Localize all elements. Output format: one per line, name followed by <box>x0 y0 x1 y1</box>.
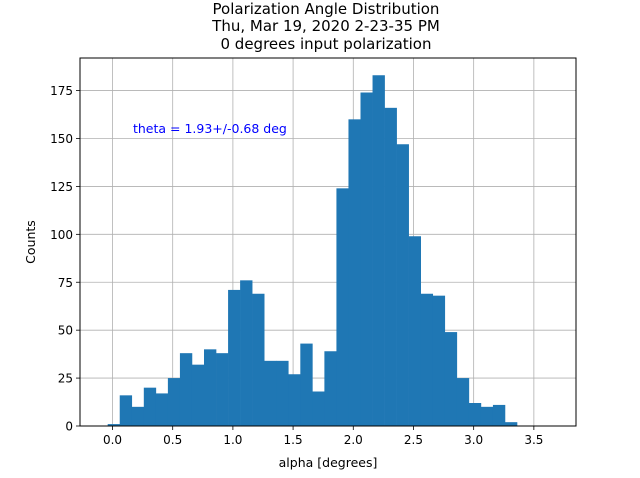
histogram-bar <box>312 391 325 426</box>
histogram-bar <box>240 280 253 426</box>
histogram-bar <box>504 422 518 426</box>
chart-title-line-2: Thu, Mar 19, 2020 2-23-35 PM <box>211 17 440 35</box>
x-tick-label: 1.0 <box>223 433 242 447</box>
y-tick-label: 50 <box>58 324 73 338</box>
histogram-bar <box>360 92 373 426</box>
histogram-bar <box>167 378 181 426</box>
histogram-bar <box>372 75 385 426</box>
histogram-bar <box>408 236 421 426</box>
histogram-bar <box>216 353 229 426</box>
histogram-bar <box>420 293 434 426</box>
histogram-bar <box>228 289 241 426</box>
chart-title-line-3: 0 degrees input polarization <box>220 35 431 53</box>
histogram-bar <box>432 295 446 426</box>
histogram-bar <box>119 395 133 426</box>
x-tick-label: 3.5 <box>524 433 543 447</box>
histogram-bars <box>107 75 518 426</box>
chart-title-line-1: Polarization Angle Distribution <box>213 0 440 18</box>
histogram-bar <box>444 332 458 426</box>
y-tick-label: 25 <box>58 372 73 386</box>
histogram-bar <box>492 404 506 426</box>
x-axis-ticks: 0.0 0.5 1.0 1.5 2.0 2.5 3.0 3.5 <box>103 426 543 447</box>
plot-frame <box>79 57 577 427</box>
x-tick-label: 2.0 <box>344 433 363 447</box>
histogram-bar <box>143 387 157 426</box>
theta-annotation: theta = 1.93+/-0.68 deg <box>133 121 287 136</box>
histogram-bar <box>396 144 409 426</box>
x-tick-label: 0.5 <box>163 433 182 447</box>
x-tick-label: 0.0 <box>103 433 122 447</box>
histogram-bar <box>191 364 205 426</box>
histogram-bar <box>276 360 289 426</box>
histogram-bar <box>456 378 470 426</box>
y-axis-ticks: 0 25 50 75 100 125 150 175 <box>50 84 80 434</box>
x-tick-label: 3.0 <box>464 433 483 447</box>
histogram-bar <box>179 353 193 426</box>
histogram-bar <box>324 351 337 426</box>
histogram-bar <box>468 403 482 426</box>
histogram-bar <box>384 107 397 426</box>
histogram-bar <box>288 374 301 426</box>
histogram-bar <box>300 343 313 426</box>
histogram-bar <box>107 424 121 426</box>
y-tick-label: 175 <box>50 84 73 98</box>
histogram-bar <box>252 293 265 426</box>
histogram-bar <box>155 393 169 426</box>
y-tick-label: 75 <box>58 276 73 290</box>
histogram-bar <box>204 349 217 426</box>
x-axis-label: alpha [degrees] <box>279 455 378 470</box>
histogram-bar <box>336 188 349 426</box>
y-tick-label: 100 <box>50 228 73 242</box>
y-tick-label: 0 <box>65 420 73 434</box>
y-axis-label: Counts <box>23 220 38 264</box>
histogram-bar <box>264 360 277 426</box>
y-tick-label: 150 <box>50 132 73 146</box>
histogram-bar <box>348 119 361 426</box>
y-tick-label: 125 <box>50 180 73 194</box>
histogram-bar <box>480 406 494 426</box>
histogram-bar <box>131 406 145 426</box>
x-tick-label: 1.5 <box>284 433 303 447</box>
x-tick-label: 2.5 <box>404 433 423 447</box>
chart-title: Polarization Angle Distribution Thu, Mar… <box>211 0 440 53</box>
